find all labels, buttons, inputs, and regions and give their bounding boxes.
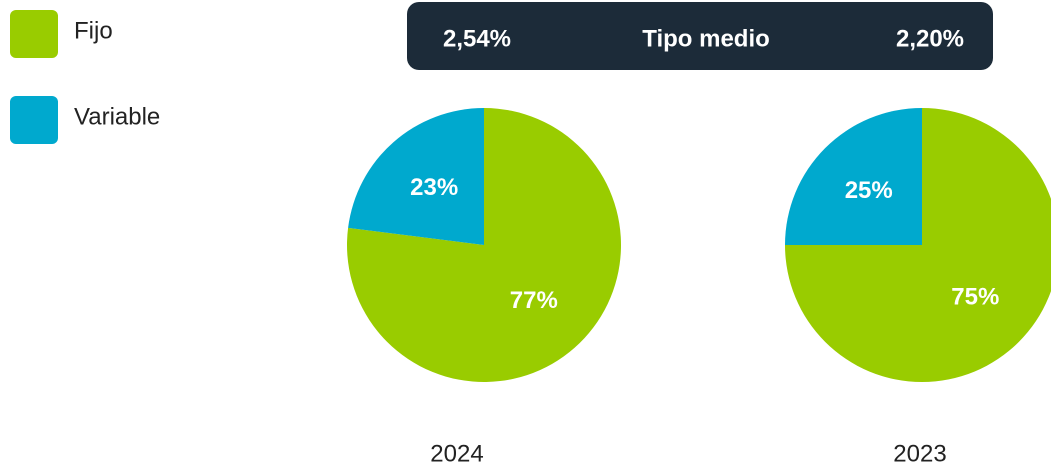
pie-slice [348, 108, 484, 245]
pie-slice [785, 108, 1051, 382]
pie-title: 2023 [893, 440, 946, 466]
banner-right: 2,20% [896, 25, 964, 52]
legend-label: Fijo [74, 17, 113, 44]
legend-swatch [10, 96, 58, 144]
slice-label: 23% [410, 174, 458, 201]
legend-swatch [10, 10, 58, 58]
pie-slice [347, 108, 622, 382]
banner-left: 2,54% [443, 25, 511, 52]
pie-title: 2024 [430, 440, 483, 466]
banner [407, 2, 993, 70]
legend-label: Variable [74, 103, 160, 130]
slice-label: 25% [845, 177, 893, 204]
slice-label: 77% [510, 287, 558, 314]
slice-label: 75% [951, 284, 999, 311]
banner-title: Tipo medio [642, 25, 770, 52]
pie-slice [785, 108, 922, 245]
